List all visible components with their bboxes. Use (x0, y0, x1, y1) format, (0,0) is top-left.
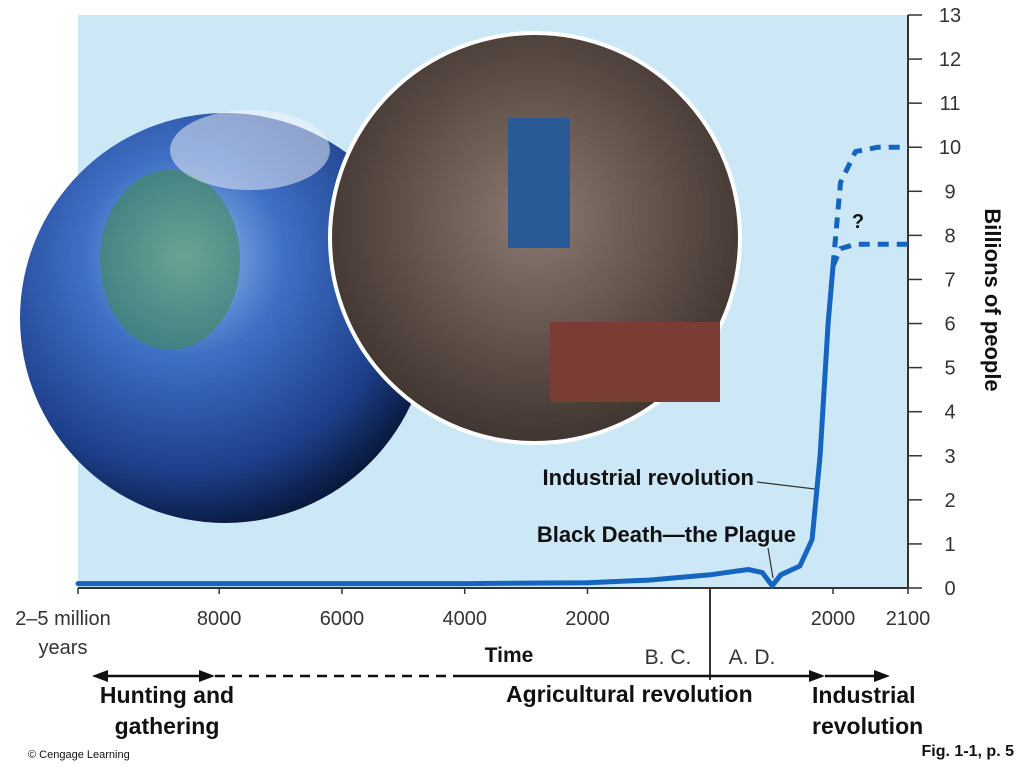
y-tick-label: 10 (939, 137, 961, 159)
y-tick-label: 2 (944, 490, 955, 512)
y-tick-label: 13 (939, 5, 961, 27)
continent (100, 170, 240, 350)
y-tick-label: 9 (944, 181, 955, 203)
y-tick-label: 11 (940, 93, 961, 115)
period-label: Agricultural revolution (506, 681, 753, 707)
x-tick-label: 2000 (810, 608, 856, 630)
projection-line (830, 241, 908, 268)
period-label: Industrial revolution (812, 682, 924, 739)
y-tick-label: 7 (944, 269, 955, 291)
x-tick-label: 2000 (565, 608, 610, 630)
crowd-kiosk (508, 118, 570, 248)
population-line (75, 263, 836, 589)
crowd-sign (550, 322, 720, 402)
era-label: B. C. (645, 646, 692, 669)
y-tick-label: 6 (944, 314, 955, 336)
y-tick-label: 8 (944, 225, 955, 247)
annotation: Black Death—the Plague (537, 522, 796, 547)
x-axis-title: Time (485, 644, 534, 667)
y-tick-label: 0 (944, 578, 955, 600)
leader-line (756, 481, 816, 490)
x-tick-label: 2100 (885, 608, 931, 630)
x-tick-label: 6000 (319, 608, 365, 630)
annotation: ? (852, 211, 864, 233)
period-label: Hunting and gathering (99, 682, 235, 739)
leader-line (767, 547, 774, 579)
annotation: Industrial revolution (543, 465, 754, 490)
figure-label: Fig. 1-1, p. 5 (921, 743, 1014, 760)
y-tick-label: 3 (944, 446, 955, 468)
y-tick-label: 4 (944, 402, 955, 424)
y-tick-label: 12 (939, 49, 961, 71)
era-label: A. D. (729, 646, 776, 669)
x-tick-label: 4000 (442, 608, 487, 630)
x-tick-label: 8000 (196, 608, 242, 630)
y-axis-title: Billions of people (980, 208, 1005, 391)
y-tick-label: 5 (944, 358, 955, 380)
projection-line (830, 144, 908, 267)
credit: © Cengage Learning (28, 749, 130, 761)
clouds (170, 110, 330, 190)
x-tick-label: 2–5 million years (15, 608, 111, 659)
y-tick-label: 1 (944, 534, 955, 556)
period-arrows (92, 670, 890, 682)
